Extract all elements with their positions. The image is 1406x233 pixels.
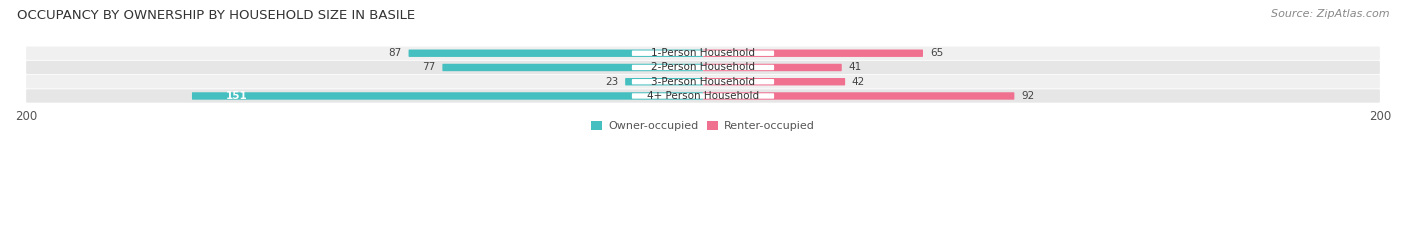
FancyBboxPatch shape bbox=[443, 64, 703, 71]
FancyBboxPatch shape bbox=[409, 50, 703, 57]
FancyBboxPatch shape bbox=[27, 75, 1379, 89]
Text: 2-Person Household: 2-Person Household bbox=[651, 62, 755, 72]
FancyBboxPatch shape bbox=[27, 47, 1379, 60]
FancyBboxPatch shape bbox=[193, 92, 703, 100]
Text: 65: 65 bbox=[929, 48, 943, 58]
Text: 87: 87 bbox=[388, 48, 402, 58]
Text: 1-Person Household: 1-Person Household bbox=[651, 48, 755, 58]
Text: 42: 42 bbox=[852, 77, 865, 87]
Text: 23: 23 bbox=[605, 77, 619, 87]
Text: 77: 77 bbox=[422, 62, 436, 72]
FancyBboxPatch shape bbox=[631, 93, 775, 99]
Legend: Owner-occupied, Renter-occupied: Owner-occupied, Renter-occupied bbox=[586, 116, 820, 135]
FancyBboxPatch shape bbox=[27, 61, 1379, 74]
FancyBboxPatch shape bbox=[703, 92, 1014, 100]
Text: 151: 151 bbox=[226, 91, 247, 101]
FancyBboxPatch shape bbox=[631, 79, 775, 84]
FancyBboxPatch shape bbox=[631, 51, 775, 56]
Text: 92: 92 bbox=[1021, 91, 1035, 101]
Text: 41: 41 bbox=[849, 62, 862, 72]
FancyBboxPatch shape bbox=[626, 78, 703, 86]
Text: 3-Person Household: 3-Person Household bbox=[651, 77, 755, 87]
FancyBboxPatch shape bbox=[631, 65, 775, 70]
Text: Source: ZipAtlas.com: Source: ZipAtlas.com bbox=[1271, 9, 1389, 19]
FancyBboxPatch shape bbox=[27, 89, 1379, 103]
FancyBboxPatch shape bbox=[703, 64, 842, 71]
Text: 4+ Person Household: 4+ Person Household bbox=[647, 91, 759, 101]
FancyBboxPatch shape bbox=[703, 78, 845, 86]
Text: OCCUPANCY BY OWNERSHIP BY HOUSEHOLD SIZE IN BASILE: OCCUPANCY BY OWNERSHIP BY HOUSEHOLD SIZE… bbox=[17, 9, 415, 22]
FancyBboxPatch shape bbox=[703, 50, 922, 57]
